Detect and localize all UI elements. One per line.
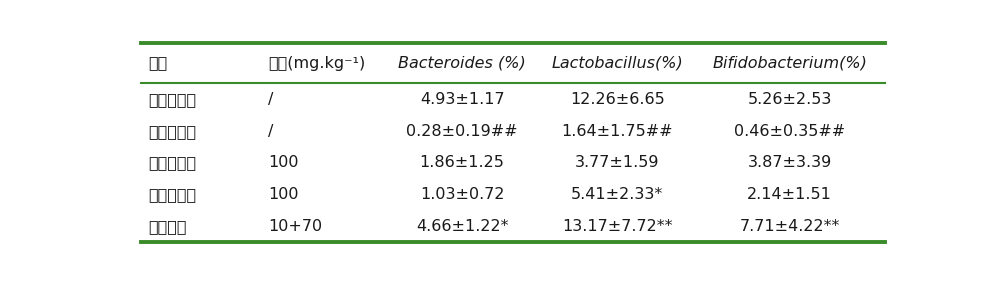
- Text: 3.77±1.59: 3.77±1.59: [575, 155, 659, 170]
- Text: 0.28±0.19##: 0.28±0.19##: [406, 124, 518, 139]
- Text: 4.93±1.17: 4.93±1.17: [420, 92, 504, 107]
- Text: 剂量(mg.kg⁻¹): 剂量(mg.kg⁻¹): [268, 56, 366, 70]
- Text: 1.64±1.75##: 1.64±1.75##: [561, 124, 673, 139]
- Text: 人参多糖组: 人参多糖组: [148, 187, 196, 202]
- Text: 12.26±6.65: 12.26±6.65: [570, 92, 664, 107]
- Text: 1.86±1.25: 1.86±1.25: [420, 155, 505, 170]
- Text: 100: 100: [268, 155, 299, 170]
- Text: 5.26±2.53: 5.26±2.53: [747, 92, 832, 107]
- Text: /: /: [268, 124, 274, 139]
- Text: Bifidobacterium(%): Bifidobacterium(%): [712, 56, 867, 70]
- Text: 组合物组: 组合物组: [148, 219, 187, 234]
- Text: 1.03±0.72: 1.03±0.72: [420, 187, 504, 202]
- Text: 13.17±7.72**: 13.17±7.72**: [562, 219, 672, 234]
- Text: 组别: 组别: [148, 56, 168, 70]
- Text: Lactobacillus(%): Lactobacillus(%): [551, 56, 683, 70]
- Text: /: /: [268, 92, 274, 107]
- Text: 100: 100: [268, 187, 299, 202]
- Text: 4.66±1.22*: 4.66±1.22*: [416, 219, 508, 234]
- Text: 10+70: 10+70: [268, 219, 322, 234]
- Text: Bacteroides (%): Bacteroides (%): [398, 56, 526, 70]
- Text: 0.46±0.35##: 0.46±0.35##: [734, 124, 845, 139]
- Text: 5.41±2.33*: 5.41±2.33*: [571, 187, 663, 202]
- Text: 魔芋多糖组: 魔芋多糖组: [148, 155, 196, 170]
- Text: 2.14±1.51: 2.14±1.51: [747, 187, 832, 202]
- Text: 7.71±4.22**: 7.71±4.22**: [739, 219, 840, 234]
- Text: 3.87±3.39: 3.87±3.39: [747, 155, 832, 170]
- Text: 空白对照组: 空白对照组: [148, 92, 196, 107]
- Text: 模型对照组: 模型对照组: [148, 124, 196, 139]
